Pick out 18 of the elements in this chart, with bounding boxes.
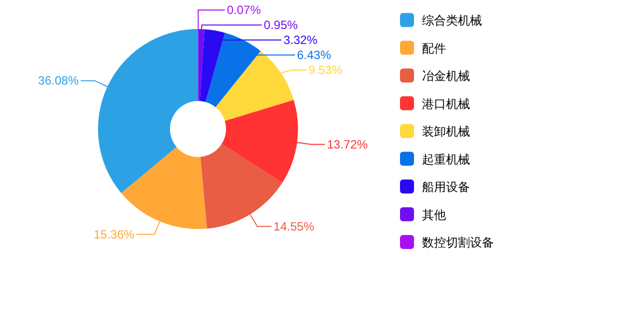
data-label: 9.53% (308, 63, 343, 77)
data-label: 3.32% (283, 33, 318, 47)
legend-label: 综合类机械 (422, 14, 482, 28)
data-label: 0.07% (226, 3, 262, 17)
legend-label: 船用设备 (422, 180, 470, 194)
data-label: 36.08% (38, 74, 80, 88)
legend-label: 装卸机械 (422, 124, 470, 138)
data-label: 0.95% (264, 18, 298, 32)
legend-label: 港口机械 (422, 96, 470, 111)
legend-label: 其他 (422, 208, 446, 222)
data-label: 14.55% (274, 219, 315, 234)
legend-label: 起重机械 (422, 152, 470, 166)
data-label: 13.72% (326, 137, 368, 152)
legend-label: 冶金机械 (422, 69, 470, 83)
legend-label: 数控切割设备 (422, 236, 494, 250)
legend-label: 配件 (422, 41, 446, 56)
data-label: 15.36% (94, 227, 135, 242)
data-label: 6.43% (296, 48, 332, 62)
